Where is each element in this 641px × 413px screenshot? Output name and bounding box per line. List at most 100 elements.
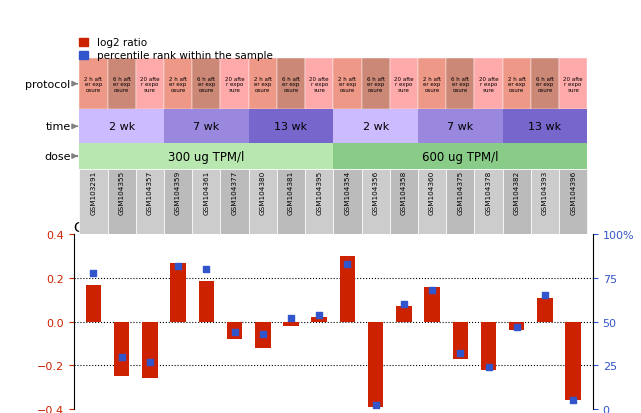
Bar [531, 59, 559, 110]
Bar [277, 59, 305, 110]
Text: 20 afte
r expo
sure: 20 afte r expo sure [394, 76, 413, 93]
Bar [446, 59, 474, 110]
Text: 7 wk: 7 wk [193, 122, 219, 132]
Bar [531, 169, 559, 235]
Text: 600 ug TPM/l: 600 ug TPM/l [422, 150, 499, 163]
Bar [368, 322, 383, 407]
Text: GSM104381: GSM104381 [288, 171, 294, 215]
Bar [333, 110, 418, 144]
Legend: log2 ratio, percentile rank within the sample: log2 ratio, percentile rank within the s… [79, 38, 272, 61]
Bar [164, 59, 192, 110]
Text: GSM104359: GSM104359 [175, 171, 181, 215]
Text: 20 afte
r expo
sure: 20 afte r expo sure [225, 76, 244, 93]
Text: 2 wk: 2 wk [108, 122, 135, 132]
Bar [312, 318, 327, 322]
Bar [418, 110, 503, 144]
Bar [227, 322, 242, 339]
Point [568, 397, 578, 404]
Point [370, 402, 381, 409]
Bar [249, 169, 277, 235]
Text: 2 h aft
er exp
osure: 2 h aft er exp osure [338, 76, 356, 93]
Text: GSM104361: GSM104361 [203, 171, 210, 215]
Bar [114, 322, 129, 376]
Text: GDS2188 / 11377: GDS2188 / 11377 [74, 220, 197, 234]
Point [173, 263, 183, 269]
Text: GSM103291: GSM103291 [90, 171, 96, 215]
Text: GSM104358: GSM104358 [401, 171, 407, 215]
Text: 13 wk: 13 wk [528, 122, 562, 132]
Bar [108, 169, 136, 235]
Point [88, 270, 99, 276]
Text: GSM104395: GSM104395 [316, 171, 322, 215]
Bar [396, 306, 412, 322]
Bar [108, 59, 136, 110]
Point [540, 292, 550, 299]
Bar [136, 59, 164, 110]
Bar [333, 144, 587, 169]
Bar [340, 256, 355, 322]
Point [201, 266, 212, 273]
Bar [79, 144, 333, 169]
Bar [79, 59, 108, 110]
Text: 20 afte
r expo
sure: 20 afte r expo sure [563, 76, 583, 93]
Text: 6 h aft
er exp
osure: 6 h aft er exp osure [367, 76, 385, 93]
Bar [142, 322, 158, 378]
Bar [474, 59, 503, 110]
Bar [559, 59, 587, 110]
Bar [171, 263, 186, 322]
Text: GSM104377: GSM104377 [231, 171, 238, 215]
Bar [164, 110, 249, 144]
Text: 6 h aft
er exp
osure: 6 h aft er exp osure [113, 76, 131, 93]
Text: GSM104375: GSM104375 [457, 171, 463, 215]
Text: 2 h aft
er exp
osure: 2 h aft er exp osure [169, 76, 187, 93]
Bar [362, 169, 390, 235]
Bar [192, 169, 221, 235]
Bar [277, 169, 305, 235]
Point [117, 354, 127, 360]
Bar [255, 322, 271, 348]
Point [512, 324, 522, 330]
Bar [283, 322, 299, 326]
Bar [192, 59, 221, 110]
Text: 6 h aft
er exp
osure: 6 h aft er exp osure [282, 76, 300, 93]
Text: 2 h aft
er exp
osure: 2 h aft er exp osure [254, 76, 272, 93]
Text: 2 h aft
er exp
osure: 2 h aft er exp osure [85, 76, 103, 93]
Text: GSM104355: GSM104355 [119, 171, 125, 215]
Text: 20 afte
r expo
sure: 20 afte r expo sure [310, 76, 329, 93]
Text: protocol: protocol [25, 79, 71, 90]
Text: 2 wk: 2 wk [363, 122, 389, 132]
Point [258, 331, 268, 337]
Point [483, 364, 494, 370]
Bar [249, 110, 333, 144]
Bar [509, 322, 524, 330]
Bar [446, 169, 474, 235]
Bar [136, 169, 164, 235]
Bar [305, 169, 333, 235]
Point [399, 301, 409, 308]
Text: time: time [46, 122, 71, 132]
Text: GSM104382: GSM104382 [513, 171, 520, 215]
Bar [537, 298, 553, 322]
Bar [164, 169, 192, 235]
Bar [333, 169, 362, 235]
Point [314, 311, 324, 318]
Text: GSM104354: GSM104354 [344, 171, 351, 215]
Point [455, 350, 465, 356]
Bar [305, 59, 333, 110]
Bar [481, 322, 496, 370]
Bar [79, 110, 164, 144]
Text: 20 afte
r expo
sure: 20 afte r expo sure [479, 76, 498, 93]
Point [145, 358, 155, 365]
Text: 2 h aft
er exp
osure: 2 h aft er exp osure [423, 76, 441, 93]
Point [342, 261, 353, 268]
Bar [221, 169, 249, 235]
Bar [503, 59, 531, 110]
Text: GSM104360: GSM104360 [429, 171, 435, 215]
Bar [559, 169, 587, 235]
Bar [474, 169, 503, 235]
Bar [362, 59, 390, 110]
Text: dose: dose [44, 152, 71, 161]
Text: GSM104378: GSM104378 [485, 171, 492, 215]
Text: 2 h aft
er exp
osure: 2 h aft er exp osure [508, 76, 526, 93]
Point [229, 329, 240, 336]
